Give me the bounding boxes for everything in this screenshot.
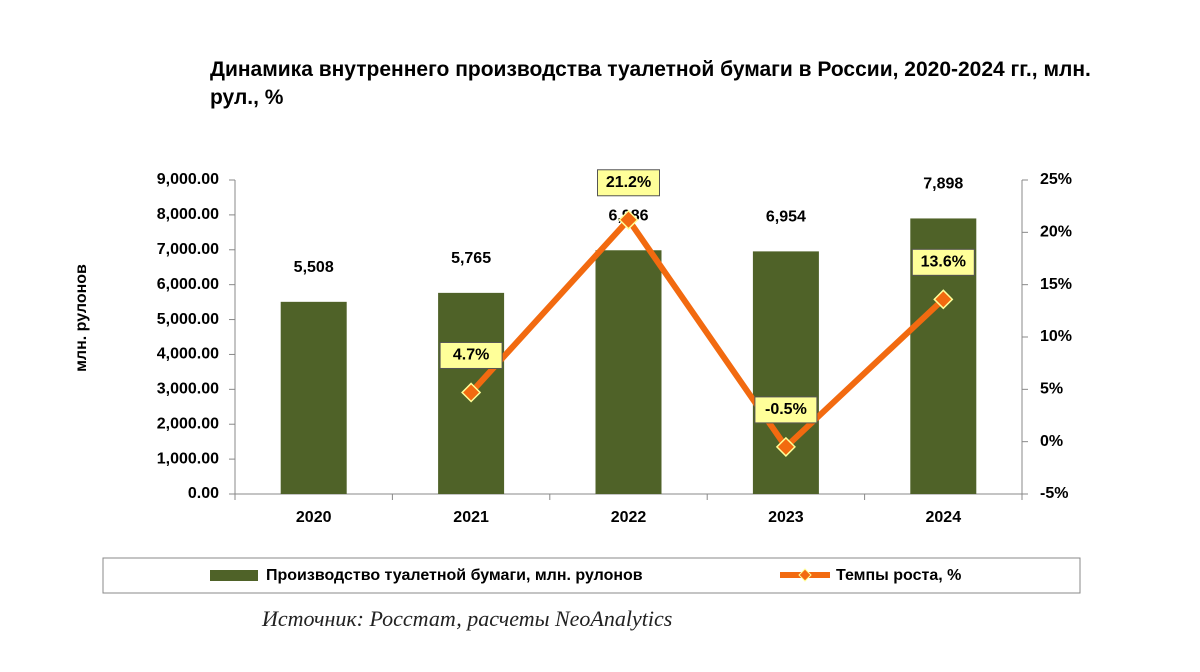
line-value-text: 13.6%	[921, 254, 966, 271]
y-tick-label: 7,000.00	[157, 241, 219, 258]
x-tick-label: 2023	[768, 509, 804, 526]
marker	[775, 436, 796, 457]
label-box	[754, 396, 818, 424]
bar-value-label: 6,954	[766, 209, 806, 226]
y2-tick-label: 0%	[1040, 433, 1063, 450]
legend-marker	[798, 568, 812, 582]
y2-tick-label: 25%	[1040, 171, 1072, 188]
bar-value-label: 7,898	[923, 176, 963, 193]
y-tick-label: 6,000.00	[157, 276, 219, 293]
line-value-text: 21.2%	[606, 174, 651, 191]
y-tick-label: 1,000.00	[157, 450, 219, 467]
source-note: Источник: Росстат, расчеты NeoAnalytics	[262, 606, 673, 631]
x-tick-label: 2020	[296, 509, 332, 526]
chart-title: Динамика внутреннего производства туалет…	[210, 58, 1091, 109]
label-box	[911, 248, 975, 276]
marker	[461, 382, 482, 403]
y-tick-label: 3,000.00	[157, 381, 219, 398]
x-tick-label: 2021	[453, 509, 489, 526]
line-value-label: 13.6%	[911, 248, 975, 276]
y-tick-label: 9,000.00	[157, 171, 219, 188]
y-tick-label: 4,000.00	[157, 346, 219, 363]
line-value-text: -0.5%	[765, 401, 807, 418]
legend-box	[102, 557, 1081, 594]
y2-tick-label: 20%	[1040, 224, 1072, 241]
line-value-label: 4.7%	[439, 341, 503, 369]
bar	[280, 301, 347, 494]
y-tick-label: 8,000.00	[157, 206, 219, 223]
x-tick-label: 2024	[926, 509, 962, 526]
y2-tick-label: 5%	[1040, 381, 1063, 398]
line-value-text: 4.7%	[453, 347, 489, 364]
legend-label: Темпы роста, %	[836, 567, 961, 584]
y-axis-label: млн. рулонов	[73, 264, 90, 372]
label-box	[439, 341, 503, 369]
line-value-label: -0.5%	[754, 396, 818, 424]
y2-tick-label: 10%	[1040, 328, 1072, 345]
y-tick-label: 0.00	[188, 485, 219, 502]
legend-label: Производство туалетной бумаги, млн. руло…	[266, 567, 643, 584]
y2-tick-label: 15%	[1040, 276, 1072, 293]
y2-tick-label: -5%	[1040, 485, 1068, 502]
y-tick-label: 5,000.00	[157, 311, 219, 328]
bar-value-label: 5,765	[451, 250, 491, 267]
x-tick-label: 2022	[611, 509, 647, 526]
bar-value-label: 5,508	[294, 259, 334, 276]
bar	[752, 251, 819, 494]
line-value-label: 21.2%	[597, 169, 660, 197]
line	[468, 216, 946, 450]
legend-swatch	[210, 570, 258, 581]
y-tick-label: 2,000.00	[157, 415, 219, 432]
label-box	[597, 169, 660, 197]
bar	[595, 250, 662, 494]
marker	[618, 209, 639, 230]
marker	[933, 289, 954, 310]
